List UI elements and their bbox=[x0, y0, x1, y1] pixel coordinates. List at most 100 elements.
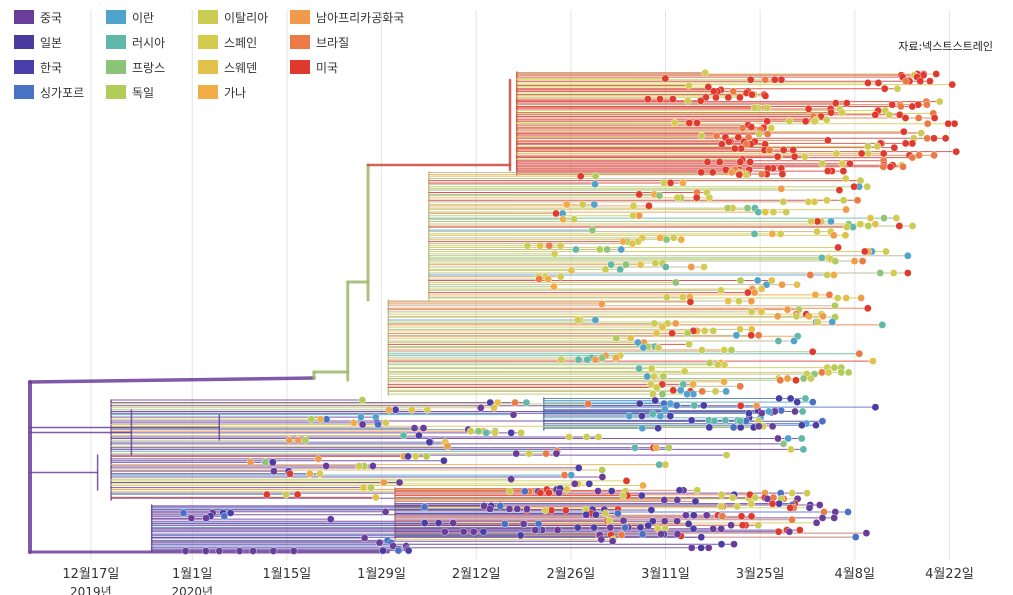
sample-point bbox=[702, 511, 711, 520]
sample-point bbox=[536, 489, 545, 497]
sample-point bbox=[768, 230, 777, 238]
sample-point bbox=[443, 442, 452, 451]
sample-point bbox=[567, 266, 576, 275]
sample-point bbox=[930, 151, 938, 160]
sample-point bbox=[858, 257, 867, 265]
sample-point bbox=[793, 398, 802, 406]
sample-point bbox=[358, 420, 367, 429]
sample-point bbox=[507, 428, 516, 437]
source-note: 자료:넥스트스트레인 bbox=[898, 40, 993, 53]
sample-point bbox=[268, 458, 277, 467]
sample-point bbox=[729, 423, 738, 432]
sample-point bbox=[379, 546, 387, 555]
sample-point bbox=[598, 466, 606, 474]
legend-item: 가나 bbox=[198, 83, 246, 101]
sample-point bbox=[788, 489, 797, 497]
sample-point bbox=[425, 438, 434, 447]
sample-point bbox=[744, 288, 752, 297]
sample-point bbox=[763, 104, 771, 112]
sample-point bbox=[649, 517, 657, 526]
sample-point bbox=[833, 294, 842, 302]
sample-point bbox=[482, 428, 491, 437]
sample-point bbox=[636, 260, 645, 269]
sample-point bbox=[505, 487, 514, 496]
legend-label: 이탈리아 bbox=[224, 10, 269, 25]
legend-item: 러시아 bbox=[106, 33, 165, 51]
sample-point bbox=[474, 427, 483, 436]
legend-label: 한국 bbox=[40, 60, 63, 75]
sample-point bbox=[952, 147, 961, 156]
sample-point bbox=[574, 355, 583, 364]
sample-point bbox=[179, 509, 188, 517]
sample-point bbox=[635, 399, 644, 408]
sample-point bbox=[818, 368, 826, 377]
sample-point bbox=[574, 523, 582, 532]
sample-point bbox=[379, 478, 388, 487]
legend-item: 한국 bbox=[14, 58, 62, 76]
sample-point bbox=[201, 547, 210, 555]
sample-point bbox=[571, 479, 579, 488]
sample-point bbox=[776, 376, 785, 385]
sample-point bbox=[555, 489, 563, 497]
sample-point bbox=[512, 449, 521, 458]
sample-point bbox=[864, 149, 873, 158]
sample-point bbox=[322, 462, 331, 470]
sample-point bbox=[639, 343, 648, 352]
sample-point bbox=[844, 508, 852, 516]
sample-point bbox=[774, 527, 783, 536]
sample-point bbox=[837, 368, 846, 377]
legend-swatch bbox=[106, 35, 126, 49]
sample-point bbox=[661, 405, 669, 414]
sample-point bbox=[466, 427, 475, 436]
sample-point bbox=[743, 204, 752, 212]
sample-point bbox=[899, 162, 907, 171]
sample-point bbox=[638, 530, 647, 538]
sample-point bbox=[717, 540, 726, 549]
sample-point bbox=[863, 182, 872, 191]
legend-swatch bbox=[198, 35, 218, 49]
sample-point bbox=[652, 383, 661, 392]
sample-point bbox=[686, 298, 695, 306]
sample-point bbox=[885, 111, 894, 119]
sample-point bbox=[622, 477, 631, 485]
sample-point bbox=[705, 359, 714, 367]
sample-point bbox=[507, 475, 515, 484]
sample-point bbox=[480, 502, 488, 510]
sample-point bbox=[815, 501, 824, 509]
sample-point bbox=[784, 434, 793, 443]
sample-point bbox=[704, 83, 713, 91]
sample-point bbox=[793, 280, 801, 289]
sample-point bbox=[591, 316, 600, 324]
sample-point bbox=[724, 93, 733, 102]
sample-point bbox=[798, 407, 807, 416]
sample-point bbox=[886, 162, 895, 171]
sample-point bbox=[785, 527, 794, 536]
sample-point bbox=[807, 217, 816, 226]
sample-point bbox=[293, 490, 302, 499]
sample-point bbox=[655, 191, 664, 200]
sample-point bbox=[545, 489, 553, 497]
sample-point bbox=[696, 97, 705, 105]
sample-point bbox=[669, 386, 678, 395]
sample-point bbox=[628, 239, 637, 248]
sample-point bbox=[556, 241, 565, 250]
sample-point bbox=[822, 116, 831, 124]
sample-point bbox=[651, 396, 660, 405]
sample-point bbox=[773, 312, 782, 321]
sample-point bbox=[720, 377, 728, 386]
sample-point bbox=[598, 473, 607, 481]
sample-point bbox=[746, 158, 754, 166]
sample-point bbox=[871, 111, 880, 119]
sample-point bbox=[850, 257, 859, 265]
sample-point bbox=[838, 159, 847, 168]
sample-point bbox=[785, 117, 794, 126]
sample-point bbox=[697, 132, 706, 140]
sample-point bbox=[825, 290, 834, 299]
sample-point bbox=[619, 516, 628, 525]
sample-point bbox=[582, 510, 591, 519]
legend-swatch bbox=[290, 10, 310, 24]
sample-point bbox=[736, 401, 745, 410]
sample-point bbox=[842, 205, 850, 214]
sample-point bbox=[536, 241, 544, 250]
